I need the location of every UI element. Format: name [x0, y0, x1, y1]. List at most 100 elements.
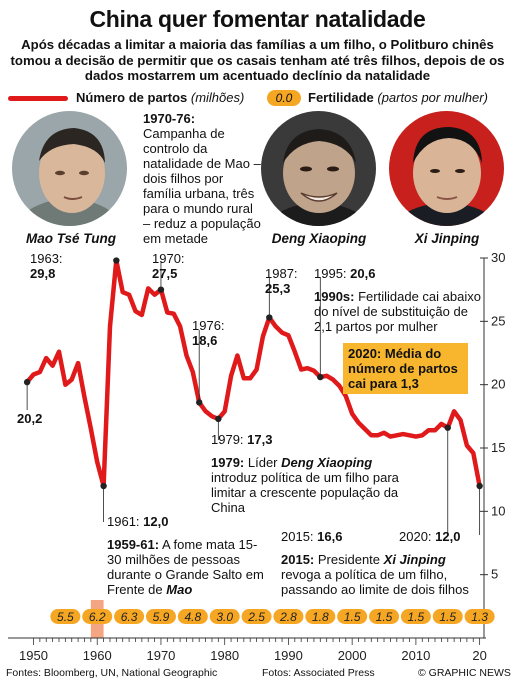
x-tick-label: 1990	[274, 648, 303, 663]
annotation-1970-76-text: Campanha de controlo da natalidade de Ma…	[143, 126, 261, 246]
annotation-1987: 1987: 25,3	[265, 266, 298, 296]
annotation-1990s: 1990s: Fertilidade cai abaixo do nível d…	[314, 289, 482, 334]
annotation-2015-policy-head: 2015:	[281, 552, 315, 567]
fertility-pill	[305, 609, 336, 624]
portrait-deng	[261, 111, 376, 226]
legend-fertility-unit: (partos por mulher)	[377, 90, 488, 105]
x-tick-label: 2010	[401, 648, 430, 663]
fertility-value-label: 5.9	[153, 610, 170, 624]
annotation-1979-policy: 1979: Líder Deng Xiaoping introduz polít…	[211, 455, 411, 515]
data-point-marker	[196, 399, 203, 406]
data-point-marker	[266, 314, 273, 321]
annotation-2015-year: 2015:	[281, 529, 314, 544]
y-tick-label: 30	[491, 250, 505, 265]
annotation-1990s-text: Fertilidade cai abaixo do nível de subst…	[314, 289, 481, 334]
annotation-1961: 1961: 12,0	[107, 514, 168, 529]
annotation-1979-policy-name: Deng Xiaoping	[281, 455, 373, 470]
fertility-value-label: 2.5	[247, 610, 265, 624]
fertility-pill	[145, 609, 176, 624]
fertility-value-label: 6.3	[121, 610, 138, 624]
annotation-1995-value: 20,6	[350, 266, 376, 281]
data-point-marker	[317, 373, 324, 381]
annotation-1970: 1970: 27,5	[152, 251, 185, 281]
annotation-1949-value: 20,2	[17, 411, 42, 426]
y-tick-label: 25	[491, 313, 505, 328]
annotation-1959-61-head: 1959-61:	[107, 537, 160, 552]
annotation-1963-value: 29,8	[30, 266, 56, 281]
fertility-value-label: 4.8	[184, 610, 201, 624]
portrait-name-deng: Deng Xiaoping	[271, 231, 367, 246]
fertility-value-label: 1.5	[376, 610, 393, 624]
annotation-1995-year: 1995:	[314, 266, 347, 281]
annotation-1990s-head: 1990s:	[314, 289, 355, 304]
y-tick-label: 5	[491, 567, 498, 582]
data-point-marker	[157, 286, 165, 293]
fertility-pill	[337, 609, 368, 624]
fertility-value-label: 5.5	[57, 610, 74, 624]
annotation-1963: 1963: 29,8	[30, 251, 63, 281]
data-point-marker	[476, 482, 483, 490]
annotation-1970-year: 1970:	[152, 251, 185, 266]
annotation-1961-year: 1961:	[107, 514, 140, 529]
x-tick-label: 2000	[338, 648, 367, 663]
annotation-2020-value: 12,0	[435, 529, 461, 544]
annotation-1976-value: 18,6	[192, 333, 218, 348]
annotation-2015-policy-name: Xi Jinping	[383, 552, 446, 567]
legend-births-text: Número de partos	[76, 90, 188, 105]
footer-credit: © GRAPHIC NEWS	[418, 667, 511, 679]
data-point-marker	[215, 415, 222, 423]
annotation-1963-year: 1963:	[30, 251, 63, 266]
fertility-value-label: 1.8	[312, 610, 329, 624]
fertility-value-label: 6.2	[89, 610, 106, 624]
annotation-1979-policy-head: 1979:	[211, 455, 245, 470]
fertility-pill	[209, 609, 240, 624]
legend: Número de partos (milhões) 0.0 Fertilida…	[6, 89, 511, 107]
legend-fertility-label: Fertilidade (partos por mulher)	[308, 90, 488, 105]
x-tick-label: 1980	[210, 648, 239, 663]
annotation-1959-61-text: A fome mata 15-30 milhões de pessoas dur…	[107, 537, 264, 597]
legend-fertility-pill: 0.0	[267, 90, 301, 106]
fertility-pill	[50, 609, 81, 624]
annotation-1949-value-text: 20,2	[17, 411, 43, 426]
annotation-1976-year: 1976:	[192, 318, 225, 333]
fertility-pill	[432, 609, 463, 624]
page-title: China quer fomentar natalidade	[89, 6, 426, 32]
page-subtitle: Após décadas a limitar a maioria das fam…	[10, 37, 505, 83]
footer-sources: Fontes: Bloomberg, UN, National Geograph…	[6, 667, 218, 679]
x-tick-label: 1950	[19, 648, 48, 663]
y-tick-label: 10	[491, 503, 505, 518]
annotation-1979: 1979: 17,3	[211, 432, 272, 447]
fertility-value-label: 1.5	[408, 610, 425, 624]
annotation-2020: 2020: 12,0	[399, 529, 460, 544]
annotation-2020-year: 2020:	[399, 529, 432, 544]
fertility-value-label: 1.5	[344, 610, 361, 624]
x-tick-label: 20	[472, 648, 486, 663]
portrait-mao	[12, 111, 127, 226]
annotation-1959-61-name: Mao	[166, 582, 193, 597]
annotation-1970-76: 1970-76: Campanha de controlo da natalid…	[143, 111, 261, 246]
annotation-1995: 1995: 20,6	[314, 266, 375, 281]
fertility-pill	[177, 609, 208, 624]
callout-2020: 2020: Média do número de partos cai para…	[343, 343, 468, 394]
annotation-2015: 2015: 16,6	[281, 529, 342, 544]
annotation-1970-value: 27,5	[152, 266, 178, 281]
fertility-value-label: 3.0	[216, 610, 233, 624]
annotation-1979-policy-post: introduz política de um filho para limit…	[211, 470, 399, 515]
legend-births-swatch	[8, 96, 68, 101]
fertility-pill	[241, 609, 272, 624]
fertility-pill	[369, 609, 400, 624]
data-point-marker	[100, 482, 107, 490]
annotation-1970-76-head: 1970-76:	[143, 111, 196, 126]
annotation-1979-value: 17,3	[247, 432, 273, 447]
x-tick-label: 1970	[146, 648, 175, 663]
y-tick-label: 15	[491, 440, 505, 455]
data-point-marker	[444, 424, 451, 431]
annotation-1987-value: 25,3	[265, 281, 291, 296]
y-tick-label: 20	[491, 377, 505, 392]
legend-fertility-text: Fertilidade	[308, 90, 374, 105]
annotation-1976: 1976: 18,6	[192, 318, 225, 348]
annotation-2015-policy-post: revoga a política de um filho, passando …	[281, 567, 469, 597]
fertility-pill	[400, 609, 431, 624]
fertility-pill	[82, 609, 113, 624]
